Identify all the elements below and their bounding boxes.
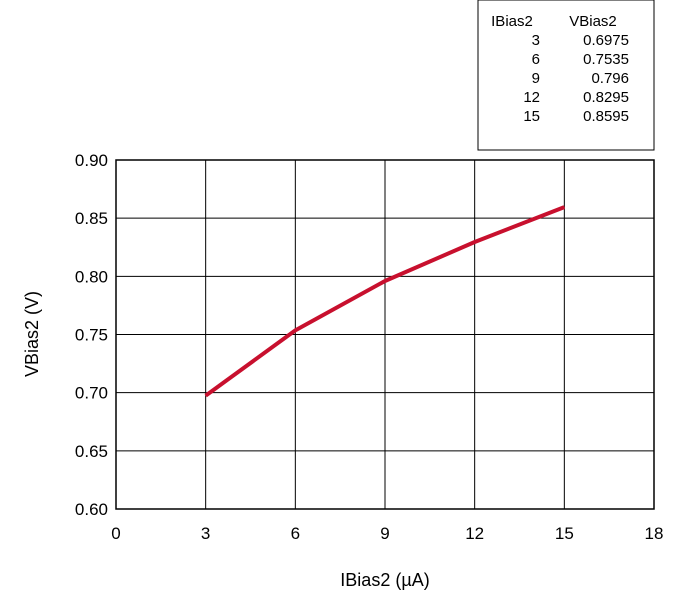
y-axis-tick-labels: 0.60 0.65 0.70 0.75 0.80 0.85 0.90 — [75, 151, 108, 519]
x-tick-label: 0 — [111, 524, 120, 543]
y-tick-label: 0.60 — [75, 500, 108, 519]
data-table-rows: 3 0.6975 6 0.7535 9 0.796 12 0.8295 15 0.8595 — [523, 32, 629, 125]
y-axis-title: VBias2 (V) — [22, 291, 42, 377]
data-table-header-ibias2: IBias2 — [491, 13, 533, 30]
y-tick-label: 0.75 — [75, 326, 108, 345]
x-axis-title: IBias2 (µA) — [340, 570, 429, 590]
data-table-cell-ibias2: 12 — [523, 89, 540, 106]
series-group — [204, 205, 566, 398]
data-table-cell-ibias2: 3 — [532, 32, 540, 49]
data-point — [294, 329, 296, 331]
y-tick-label: 0.80 — [75, 267, 108, 286]
data-table-cell-ibias2: 15 — [523, 108, 540, 125]
data-table-cell-vbias2: 0.8595 — [583, 108, 629, 125]
data-table-cell-vbias2: 0.6975 — [583, 32, 629, 49]
y-tick-label: 0.90 — [75, 151, 108, 170]
data-table-border — [477, 0, 655, 151]
data-table-cell-vbias2: 0.8295 — [583, 89, 629, 106]
x-tick-label: 9 — [380, 524, 389, 543]
data-table-cell-vbias2: 0.7535 — [583, 51, 629, 68]
data-table-header-vbias2: VBias2 — [569, 13, 617, 30]
data-table-cell-vbias2: 0.796 — [591, 70, 629, 87]
y-tick-label: 0.85 — [75, 209, 108, 228]
x-tick-label: 18 — [645, 524, 664, 543]
x-axis-tick-labels: 0 3 6 9 12 15 18 — [111, 524, 663, 543]
gridlines — [115, 159, 655, 510]
plot-frame — [115, 159, 655, 510]
data-table-cell-ibias2: 6 — [532, 51, 540, 68]
data-point — [474, 241, 476, 243]
x-tick-label: 6 — [291, 524, 300, 543]
x-tick-label: 12 — [465, 524, 484, 543]
data-point — [384, 280, 386, 282]
data-table: IBias2 VBias2 3 0.6975 6 0.7535 9 0.796 12 0.82… — [477, 0, 655, 151]
x-tick-label: 15 — [555, 524, 574, 543]
y-tick-label: 0.70 — [75, 384, 108, 403]
data-point — [563, 206, 565, 208]
data-table-cell-ibias2: 9 — [532, 70, 540, 87]
x-tick-label: 3 — [201, 524, 210, 543]
data-point — [205, 395, 207, 397]
y-tick-label: 0.65 — [75, 442, 108, 461]
